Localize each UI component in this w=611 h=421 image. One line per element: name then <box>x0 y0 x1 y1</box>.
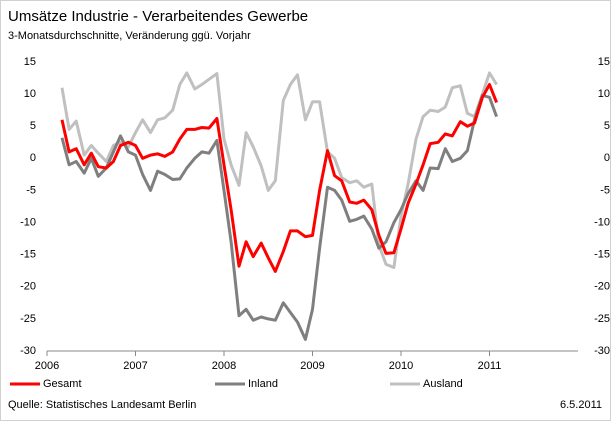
chart-title: Umsätze Industrie - Verarbeitendes Gewer… <box>8 8 308 25</box>
y-tick-label-right: -15 <box>594 249 610 261</box>
y-tick-label: -10 <box>20 216 36 228</box>
y-tick-label-right: 0 <box>604 152 610 164</box>
x-tick-label: 2010 <box>389 360 413 372</box>
y-tick-label-right: 15 <box>598 56 610 68</box>
y-tick-label: 10 <box>24 88 36 100</box>
y-tick-label-right: 10 <box>598 88 610 100</box>
source: Quelle: Statistisches Landesamt Berlin <box>8 399 196 411</box>
y-tick-label-right: -30 <box>594 345 610 357</box>
legend-label: Gesamt <box>43 378 82 390</box>
y-tick-label-right: -5 <box>600 184 610 196</box>
y-tick-label: 0 <box>30 152 36 164</box>
y-tick-label-right: -20 <box>594 281 610 293</box>
x-tick-label: 2008 <box>212 360 236 372</box>
x-tick-label: 2011 <box>478 360 502 372</box>
y-tick-label: 5 <box>30 120 36 132</box>
y-tick-label-right: -10 <box>594 216 610 228</box>
date: 6.5.2011 <box>560 399 602 411</box>
y-tick-label: -5 <box>26 184 36 196</box>
y-tick-label: 15 <box>24 56 36 68</box>
chart-subtitle: 3-Monatsdurchschnitte, Veränderung ggü. … <box>8 30 251 42</box>
y-tick-label: -25 <box>20 313 36 325</box>
series-line <box>60 83 498 273</box>
y-tick-label: -15 <box>20 249 36 261</box>
series-line <box>60 93 499 341</box>
x-tick-label: 2007 <box>123 360 147 372</box>
y-tick-label-right: 5 <box>604 120 610 132</box>
y-tick-label: -20 <box>20 281 36 293</box>
series-line <box>60 71 498 269</box>
x-tick-label: 2009 <box>300 360 324 372</box>
x-tick-label: 2006 <box>35 360 59 372</box>
legend-label: Inland <box>248 378 278 390</box>
y-tick-label: -30 <box>20 345 36 357</box>
legend-label: Ausland <box>423 378 463 390</box>
y-tick-label-right: -25 <box>594 313 610 325</box>
